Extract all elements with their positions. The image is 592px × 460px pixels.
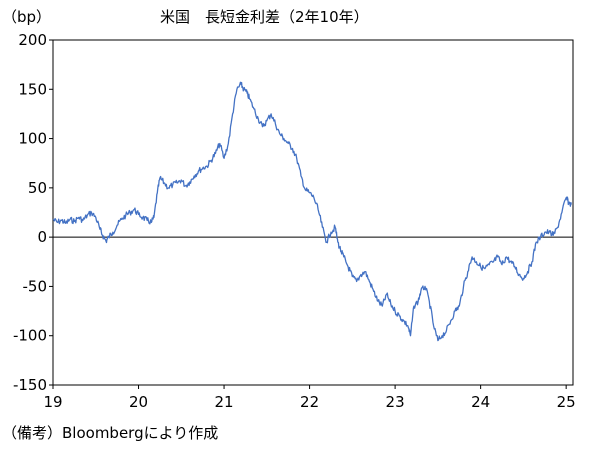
y-tick-label: 150 xyxy=(18,80,47,98)
chart-title: 米国 長短金利差（2年10年） xyxy=(160,8,369,26)
y-tick-label: 50 xyxy=(28,179,47,197)
source-note: （備考）Bloombergにより作成 xyxy=(2,424,219,442)
series-line xyxy=(52,81,572,342)
y-tick-label: -100 xyxy=(13,327,47,345)
x-tick-label: 24 xyxy=(471,393,490,411)
x-tick-label: 19 xyxy=(43,393,62,411)
x-tick-label: 21 xyxy=(215,393,234,411)
x-tick-label: 25 xyxy=(557,393,576,411)
y-tick-label: -50 xyxy=(23,277,48,295)
y-tick-label: 100 xyxy=(18,130,47,148)
y-axis-ticks: 200 150 100 50 0 -50 -100 -150 xyxy=(13,31,53,394)
x-axis-ticks: 19 20 21 22 23 24 25 xyxy=(43,385,576,411)
y-tick-label: 200 xyxy=(18,31,47,49)
x-tick-label: 23 xyxy=(386,393,405,411)
x-tick-label: 22 xyxy=(300,393,319,411)
y-axis-label: （bp） xyxy=(2,8,52,26)
y-tick-label: 0 xyxy=(37,228,47,246)
x-tick-label: 20 xyxy=(129,393,148,411)
y-tick-label: -150 xyxy=(13,376,47,394)
